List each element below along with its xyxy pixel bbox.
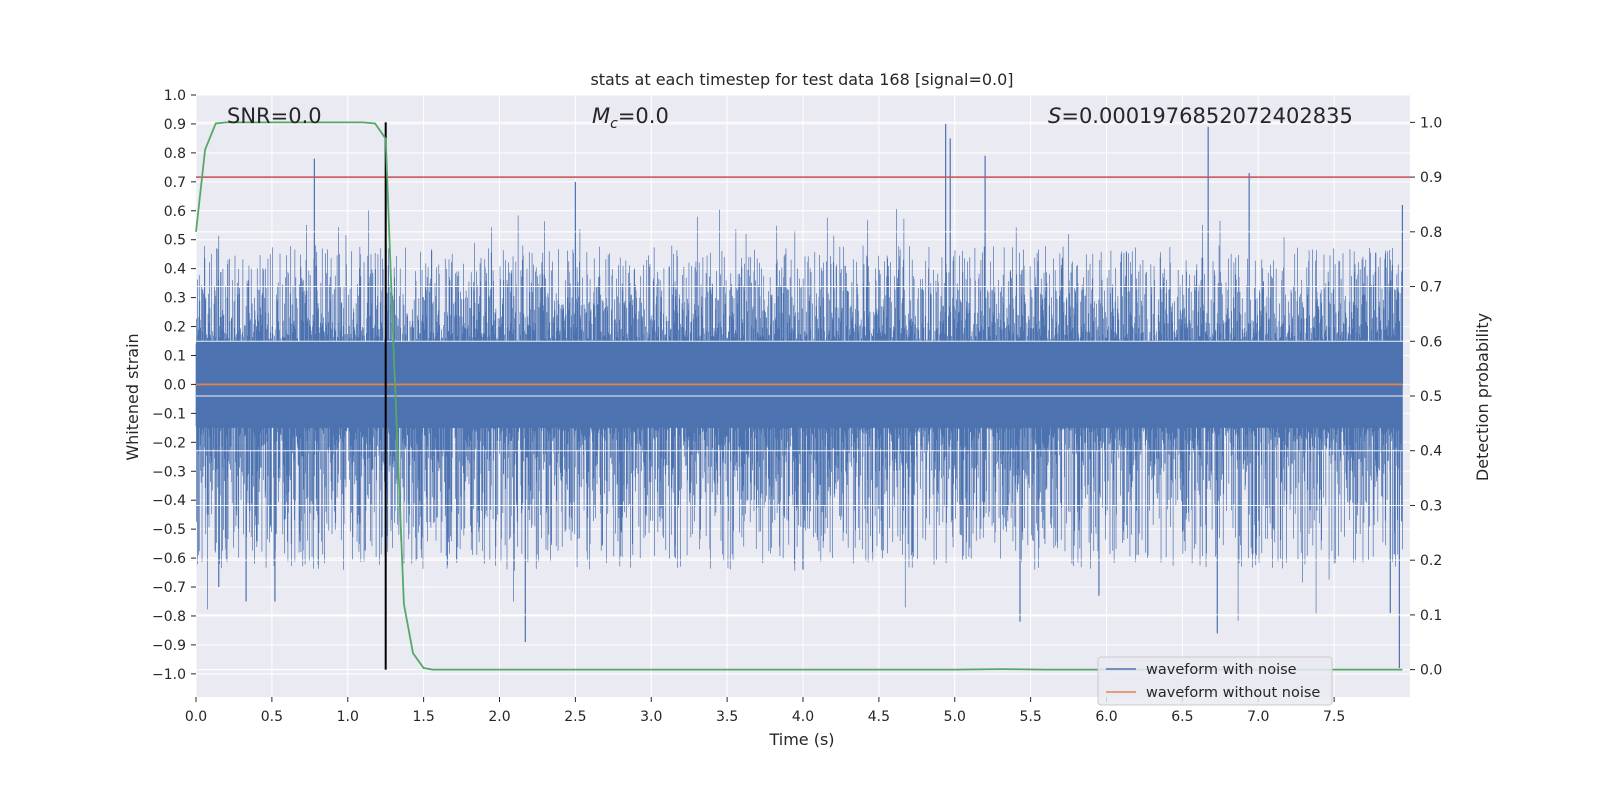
chirp-mass-symbol: M [592,104,610,128]
y-tick-label-left: −0.3 [152,464,186,480]
y-tick-label-left: −1.0 [152,667,186,683]
y-tick-label-left: 0.6 [164,204,186,220]
y-tick-label-right: 0.6 [1420,334,1442,350]
x-tick-label: 7.5 [1323,709,1345,725]
x-axis-label: Time (s) [768,730,834,749]
x-tick-label: 4.5 [868,709,890,725]
y-tick-label-right: 0.5 [1420,389,1442,405]
y-tick-label-left: 0.9 [164,117,186,133]
x-tick-label: 0.5 [261,709,283,725]
s-statistic-value: =0.0001976852072402835 [1061,104,1353,128]
legend-label-clean: waveform without noise [1146,685,1320,701]
y-tick-label-right: 0.9 [1420,170,1442,186]
x-tick-label: 5.0 [944,709,966,725]
chirp-mass-value: =0.0 [618,104,669,128]
x-tick-label: 1.0 [337,709,359,725]
s-statistic-symbol: S [1048,104,1061,128]
snr-annotation: SNR=0.0 [227,104,322,128]
y-tick-label-left: 0.7 [164,175,186,191]
legend: waveform with noise waveform without noi… [1097,656,1333,706]
x-tick-label: 3.0 [640,709,662,725]
y-axis-label-left: Whitened strain [123,333,142,460]
x-tick-label: 3.5 [716,709,738,725]
chirp-mass-subscript: c [610,116,618,132]
y-tick-label-left: 0.2 [164,320,186,336]
y-tick-label-left: 0.1 [164,348,186,364]
y-tick-label-right: 0.7 [1420,280,1442,296]
s-statistic-annotation: S=0.0001976852072402835 [1048,104,1353,128]
x-tick-label: 5.5 [1019,709,1041,725]
y-tick-label-left: −0.1 [152,406,186,422]
x-tick-label: 7.0 [1247,709,1269,725]
y-tick-label-left: −0.2 [152,435,186,451]
y-tick-label-left: 0.3 [164,291,186,307]
detection-probability-line [195,121,1403,671]
y-tick-label-left: 0.5 [164,233,186,249]
y-tick-label-right: 0.3 [1420,498,1442,514]
y-tick-label-left: 0.8 [164,146,186,162]
chart-title: stats at each timestep for test data 168… [590,70,1013,89]
chirp-mass-annotation: Mc=0.0 [592,104,669,132]
y-tick-label-right: 0.0 [1420,663,1442,679]
y-tick-label-right: 0.2 [1420,553,1442,569]
x-tick-label: 2.0 [488,709,510,725]
x-tick-label: 1.5 [412,709,434,725]
x-tick-label: 2.5 [564,709,586,725]
y-tick-label-right: 0.1 [1420,608,1442,624]
y-axis-label-right: Detection probability [1473,313,1492,481]
x-tick-label: 4.0 [792,709,814,725]
y-tick-label-left: −0.4 [152,493,186,509]
x-tick-label: 6.0 [1095,709,1117,725]
y-tick-label-right: 0.4 [1420,444,1442,460]
x-tick-label: 6.5 [1171,709,1193,725]
y-tick-label-left: −0.6 [152,551,186,567]
y-tick-label-left: 0.4 [164,262,186,278]
legend-box [1097,656,1333,706]
y-tick-label-right: 1.0 [1420,115,1442,131]
y-tick-label-left: −0.5 [152,522,186,538]
axes: 0.0 0.5 1.0 1.5 2.0 2.5 3.0 3.5 4.0 4.5 5.0 5.5 6.0 6… [152,88,1442,725]
legend-label-noise: waveform with noise [1146,662,1297,678]
y-tick-label-left: 0.0 [164,377,186,393]
y-tick-label-left: −0.9 [152,638,186,654]
y-tick-label-left: 1.0 [164,88,186,104]
x-tick-label: 0.0 [185,709,207,725]
y-tick-label-left: −0.7 [152,580,186,596]
y-tick-label-right: 0.8 [1420,225,1442,241]
y-tick-label-left: −0.8 [152,609,186,625]
